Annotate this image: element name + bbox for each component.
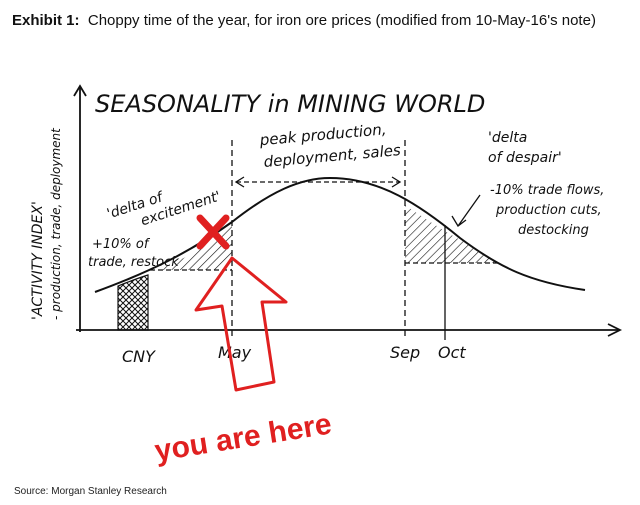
peak-span-arrows [234,176,402,188]
y-axis-labels: 'ACTIVITY INDEX' - production, trade, de… [30,127,63,320]
exhibit-label: Exhibit 1: [12,12,80,29]
excitement-sub: +10% of [92,237,151,252]
x-label: Oct [438,343,466,362]
drawing-title: SEASONALITY in MINING WORLD [95,90,485,118]
exhibit-title: Choppy time of the year, for iron ore pr… [87,12,596,29]
despair-sub: -10% trade flows, [490,183,604,198]
y-axis-sublabel: - production, trade, deployment [49,127,63,320]
axis-arrow [607,323,623,337]
source: Source: Morgan Stanley Research [14,486,167,497]
header: Exhibit 1: Choppy time of the year, for … [12,10,628,31]
despair-line: of despair' [488,150,562,166]
red-x [196,214,230,250]
despair-arrow [451,194,481,227]
x-label: May [218,343,252,362]
pointer-text: you are here [152,407,333,468]
x-label: CNY [122,347,156,366]
excitement-area [150,226,232,272]
excitement-sub: trade, restock [88,255,179,270]
axis-arrow [73,84,87,97]
excitement-note: 'delta of excitement' [105,188,223,229]
x-label: Sep [390,343,420,362]
despair-sub: destocking [518,223,589,238]
despair-line: 'delta [488,130,527,146]
despair-sub: production cuts, [495,203,602,218]
red-arrow [194,256,288,392]
y-axis-label: 'ACTIVITY INDEX' [30,201,46,320]
cny-area [117,274,149,331]
activity-curve [94,176,586,293]
despair-area [405,205,500,263]
peak-note: peak production, deployment, sales [258,120,402,171]
